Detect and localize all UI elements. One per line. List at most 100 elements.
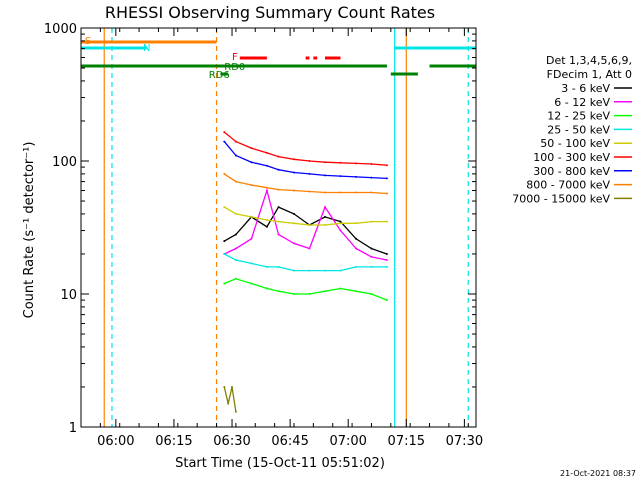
series-point-5-3 bbox=[265, 151, 268, 154]
series-point-2-1 bbox=[234, 277, 237, 280]
series-line-4 bbox=[223, 206, 387, 226]
series-point-2-7 bbox=[324, 290, 326, 293]
series-point-4-6 bbox=[308, 224, 311, 226]
series-point-1-11 bbox=[385, 259, 388, 261]
legend-entry-1: 6 - 12 keV bbox=[554, 96, 610, 109]
series-point-3-2 bbox=[250, 262, 253, 265]
series-point-3-5 bbox=[293, 269, 295, 272]
series-point-1-1 bbox=[234, 247, 237, 250]
chart-title: RHESSI Observing Summary Count Rates bbox=[105, 3, 435, 22]
series-point-0-5 bbox=[293, 212, 295, 215]
series-point-2-4 bbox=[277, 290, 280, 293]
series-point-5-11 bbox=[385, 164, 388, 167]
series-line-7 bbox=[223, 173, 387, 195]
series-point-6-3 bbox=[265, 164, 268, 167]
series-point-1-9 bbox=[355, 247, 357, 250]
series-point-1-2 bbox=[250, 237, 253, 240]
series-point-8-1 bbox=[227, 402, 230, 405]
legend-header-0: Det 1,3,4,5,6,9, bbox=[546, 54, 632, 67]
series-point-7-0 bbox=[223, 172, 226, 175]
series-point-1-4 bbox=[277, 233, 280, 236]
y-axis: 1 10 100 1000 bbox=[44, 22, 476, 436]
y-tick-label-2: 100 bbox=[52, 155, 77, 170]
series-point-6-1 bbox=[234, 154, 237, 157]
series-layer bbox=[223, 131, 388, 413]
legend-entry-0: 3 - 6 keV bbox=[561, 82, 610, 95]
series-point-5-6 bbox=[308, 160, 311, 162]
series-point-0-8 bbox=[339, 220, 342, 223]
legend-entry-2: 12 - 25 keV bbox=[547, 110, 610, 123]
series-point-0-7 bbox=[324, 215, 326, 218]
series-point-1-7 bbox=[324, 206, 326, 209]
legend-entry-8: 7000 - 15000 keV bbox=[512, 192, 610, 205]
series-point-6-0 bbox=[223, 140, 226, 143]
flag-label-3: RD0 bbox=[224, 62, 245, 73]
series-point-4-5 bbox=[293, 222, 295, 225]
legend: Det 1,3,4,5,6,9,FDecim 1, Att 03 - 6 keV… bbox=[512, 54, 632, 205]
series-point-3-10 bbox=[370, 265, 373, 268]
series-point-7-3 bbox=[265, 186, 268, 189]
series-point-3-8 bbox=[339, 269, 342, 272]
flag-label-2: F bbox=[232, 52, 238, 63]
series-point-6-7 bbox=[324, 174, 326, 177]
series-point-4-3 bbox=[265, 219, 268, 221]
series-point-0-9 bbox=[355, 237, 357, 240]
flag-label-4: RD6 bbox=[209, 70, 230, 81]
series-point-2-9 bbox=[355, 290, 357, 293]
series-point-2-0 bbox=[223, 282, 226, 285]
series-point-3-4 bbox=[277, 265, 280, 268]
series-point-1-3 bbox=[265, 189, 268, 192]
legend-entry-4: 50 - 100 keV bbox=[540, 137, 610, 150]
series-line-8 bbox=[223, 386, 237, 412]
x-tick-label-0: 06:00 bbox=[97, 434, 134, 449]
series-point-2-11 bbox=[385, 299, 388, 302]
series-point-4-8 bbox=[339, 222, 342, 225]
timestamp: 21-Oct-2021 08:37 bbox=[560, 469, 636, 478]
series-point-4-7 bbox=[324, 224, 326, 226]
series-point-4-9 bbox=[355, 222, 357, 225]
series-point-3-1 bbox=[234, 259, 237, 261]
series-point-0-11 bbox=[385, 253, 388, 255]
series-point-5-2 bbox=[250, 147, 253, 150]
series-point-2-10 bbox=[370, 293, 373, 295]
series-point-2-6 bbox=[308, 293, 311, 295]
series-line-2 bbox=[224, 278, 388, 301]
series-point-5-1 bbox=[234, 140, 237, 143]
series-line-3 bbox=[224, 253, 387, 272]
series-point-4-0 bbox=[223, 206, 226, 209]
series-point-0-4 bbox=[277, 206, 280, 209]
series-point-4-11 bbox=[385, 220, 388, 223]
series-point-5-4 bbox=[277, 155, 280, 158]
series-point-2-2 bbox=[250, 282, 253, 285]
series-point-2-3 bbox=[265, 287, 268, 290]
series-point-7-7 bbox=[324, 191, 326, 194]
y-tick-label-1: 10 bbox=[60, 288, 77, 303]
series-point-6-11 bbox=[385, 177, 388, 180]
x-tick-label-5: 07:15 bbox=[388, 434, 425, 449]
series-point-4-4 bbox=[277, 220, 280, 223]
legend-entry-5: 100 - 300 keV bbox=[533, 151, 610, 164]
flag-label-1: N bbox=[143, 43, 150, 54]
series-point-7-9 bbox=[355, 191, 357, 194]
series-line-5 bbox=[223, 131, 387, 166]
legend-entry-7: 800 - 7000 keV bbox=[526, 179, 610, 192]
series-point-8-3 bbox=[234, 410, 237, 413]
series-point-6-10 bbox=[370, 176, 373, 179]
series-point-7-8 bbox=[339, 191, 342, 194]
series-line-1 bbox=[224, 188, 388, 261]
x-tick-label-6: 07:30 bbox=[446, 434, 483, 449]
series-point-3-3 bbox=[265, 265, 268, 268]
series-point-0-10 bbox=[370, 247, 373, 250]
series-point-8-2 bbox=[231, 386, 233, 388]
series-point-1-10 bbox=[370, 255, 373, 258]
series-line-6 bbox=[223, 141, 387, 180]
series-point-6-2 bbox=[250, 161, 253, 164]
series-point-4-1 bbox=[234, 212, 237, 215]
series-point-2-5 bbox=[293, 293, 295, 295]
series-point-2-8 bbox=[339, 287, 342, 290]
series-point-5-5 bbox=[293, 158, 295, 161]
series-point-8-0 bbox=[223, 386, 226, 388]
x-axis: 06:00 06:15 06:30 06:45 07:00 07:15 07:30 bbox=[80, 28, 483, 449]
series-point-0-3 bbox=[265, 225, 268, 228]
y-axis-label: Count Rate (s⁻¹ detector⁻¹) bbox=[22, 142, 37, 319]
